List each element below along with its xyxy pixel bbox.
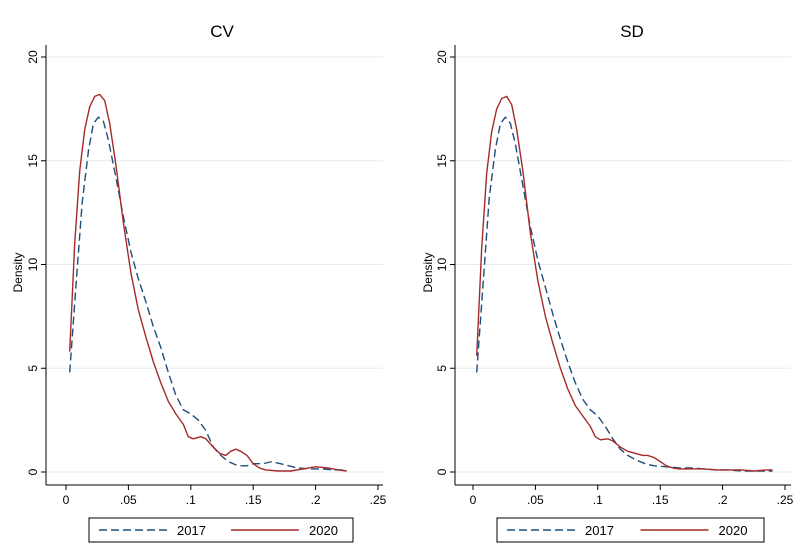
x-tick-label: .2 bbox=[311, 493, 321, 507]
y-tick-label: 20 bbox=[26, 50, 40, 64]
y-tick-label: 10 bbox=[435, 258, 449, 272]
x-tick-label: .1 bbox=[186, 493, 196, 507]
x-tick-label: 0 bbox=[470, 493, 477, 507]
y-tick-label: 15 bbox=[26, 154, 40, 168]
chart-title: CV bbox=[210, 22, 234, 41]
x-tick-label: .25 bbox=[777, 493, 794, 507]
y-tick-label: 0 bbox=[435, 468, 449, 475]
legend-label-2017: 2017 bbox=[585, 523, 614, 538]
series-line-2020 bbox=[476, 95, 773, 472]
y-tick-label: 5 bbox=[435, 365, 449, 372]
legend-label-2020: 2020 bbox=[719, 523, 748, 538]
y-axis-title: Density bbox=[11, 252, 25, 292]
panel-sd: SD 0 5 10 15 20 0 .05 .1 .15 .2 .25 Density 2017 2020 bbox=[421, 22, 794, 543]
x-tick-label: .05 bbox=[120, 493, 137, 507]
y-tick-label: 20 bbox=[435, 50, 449, 64]
legend-label-2017: 2017 bbox=[177, 523, 206, 538]
series-line-2017 bbox=[69, 116, 347, 471]
y-tick-label: 5 bbox=[26, 365, 40, 372]
y-axis-title: Density bbox=[421, 252, 435, 292]
legend bbox=[88, 517, 354, 543]
y-tick-label: 10 bbox=[26, 258, 40, 272]
x-tick-label: 0 bbox=[63, 493, 70, 507]
legend-label-2020: 2020 bbox=[309, 523, 338, 538]
x-tick-label: .2 bbox=[718, 493, 728, 507]
series-line-2020 bbox=[69, 93, 347, 472]
chart-title: SD bbox=[620, 22, 644, 41]
x-tick-label: .05 bbox=[527, 493, 544, 507]
panel-cv: CV 0 5 10 15 20 0 .05 .1 .15 .2 .25 Density 2017 2020 bbox=[11, 22, 387, 543]
x-tick-label: .15 bbox=[245, 493, 262, 507]
x-tick-label: .15 bbox=[652, 493, 669, 507]
y-tick-label: 15 bbox=[435, 154, 449, 168]
x-tick-label: .1 bbox=[593, 493, 603, 507]
legend bbox=[496, 517, 765, 543]
y-tick-label: 0 bbox=[26, 468, 40, 475]
x-tick-label: .25 bbox=[370, 493, 387, 507]
series-line-2017 bbox=[476, 116, 773, 472]
